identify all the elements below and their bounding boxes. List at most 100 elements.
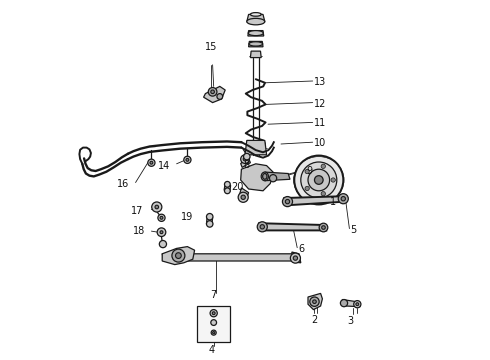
Text: 6: 6	[298, 244, 304, 254]
Circle shape	[217, 94, 222, 99]
Circle shape	[321, 192, 325, 196]
Circle shape	[212, 312, 215, 315]
Circle shape	[301, 162, 337, 198]
Text: 9: 9	[306, 166, 312, 176]
Text: 14: 14	[158, 161, 170, 171]
Circle shape	[294, 156, 343, 204]
Polygon shape	[308, 293, 322, 310]
Circle shape	[282, 197, 293, 207]
Circle shape	[305, 169, 309, 174]
Circle shape	[148, 159, 155, 166]
Polygon shape	[224, 184, 231, 192]
Circle shape	[184, 156, 191, 163]
Text: 18: 18	[133, 226, 145, 236]
Circle shape	[208, 87, 217, 96]
Circle shape	[155, 205, 159, 209]
Circle shape	[257, 222, 268, 232]
Circle shape	[321, 226, 325, 229]
Circle shape	[315, 176, 323, 184]
Circle shape	[313, 300, 316, 303]
Polygon shape	[245, 140, 267, 155]
Text: 13: 13	[314, 77, 326, 87]
Text: 19: 19	[180, 212, 193, 222]
Text: 7: 7	[211, 290, 217, 300]
Polygon shape	[240, 188, 248, 198]
Circle shape	[291, 253, 300, 263]
Circle shape	[319, 223, 328, 232]
Polygon shape	[206, 216, 213, 225]
Circle shape	[310, 297, 319, 306]
Ellipse shape	[247, 18, 265, 25]
Polygon shape	[247, 14, 265, 22]
Text: 8: 8	[243, 160, 249, 170]
Circle shape	[341, 197, 345, 201]
Circle shape	[243, 157, 247, 161]
Text: 12: 12	[314, 99, 326, 109]
Circle shape	[341, 300, 347, 307]
Ellipse shape	[249, 42, 263, 46]
Text: 11: 11	[314, 118, 326, 129]
Circle shape	[159, 240, 167, 248]
Circle shape	[241, 195, 245, 199]
Polygon shape	[241, 164, 274, 191]
Circle shape	[285, 199, 290, 204]
Circle shape	[150, 161, 153, 164]
Text: 16: 16	[117, 179, 129, 189]
Circle shape	[213, 332, 215, 334]
Circle shape	[244, 153, 250, 160]
Bar	[197, 306, 230, 342]
Circle shape	[206, 221, 213, 227]
Circle shape	[270, 175, 277, 182]
Circle shape	[224, 188, 230, 194]
Circle shape	[175, 253, 181, 258]
Circle shape	[157, 228, 166, 237]
Circle shape	[160, 216, 163, 219]
Circle shape	[293, 256, 297, 260]
Circle shape	[238, 192, 248, 202]
Ellipse shape	[263, 174, 267, 179]
Text: 1: 1	[330, 197, 336, 207]
Polygon shape	[248, 41, 263, 47]
Polygon shape	[265, 172, 290, 181]
Circle shape	[321, 164, 325, 168]
Text: 3: 3	[347, 316, 354, 326]
Polygon shape	[162, 254, 297, 261]
Polygon shape	[248, 31, 264, 36]
Circle shape	[206, 213, 213, 220]
Circle shape	[354, 301, 361, 308]
Circle shape	[160, 231, 163, 234]
Polygon shape	[162, 247, 195, 265]
Polygon shape	[259, 223, 326, 230]
Text: 10: 10	[314, 138, 326, 148]
Circle shape	[260, 225, 265, 229]
Circle shape	[356, 303, 359, 306]
Circle shape	[186, 158, 189, 161]
Circle shape	[224, 181, 230, 187]
Circle shape	[158, 214, 165, 221]
Ellipse shape	[248, 31, 263, 36]
Text: 20: 20	[232, 182, 244, 192]
Circle shape	[210, 310, 217, 317]
Polygon shape	[241, 158, 250, 167]
Circle shape	[338, 194, 348, 204]
Ellipse shape	[261, 172, 269, 181]
Circle shape	[305, 186, 309, 191]
Text: 2: 2	[311, 315, 317, 325]
Circle shape	[172, 249, 185, 262]
Polygon shape	[204, 86, 225, 103]
Polygon shape	[292, 252, 301, 263]
Polygon shape	[250, 51, 261, 58]
Text: 15: 15	[205, 42, 218, 52]
Circle shape	[211, 320, 217, 325]
Text: 17: 17	[131, 206, 144, 216]
Ellipse shape	[250, 13, 261, 16]
Circle shape	[211, 330, 216, 335]
Circle shape	[211, 90, 215, 94]
Polygon shape	[342, 300, 360, 307]
Text: 4: 4	[208, 345, 215, 355]
Text: 5: 5	[350, 225, 357, 235]
Circle shape	[331, 178, 335, 182]
Circle shape	[241, 155, 249, 163]
Polygon shape	[285, 196, 346, 205]
Circle shape	[152, 202, 162, 212]
